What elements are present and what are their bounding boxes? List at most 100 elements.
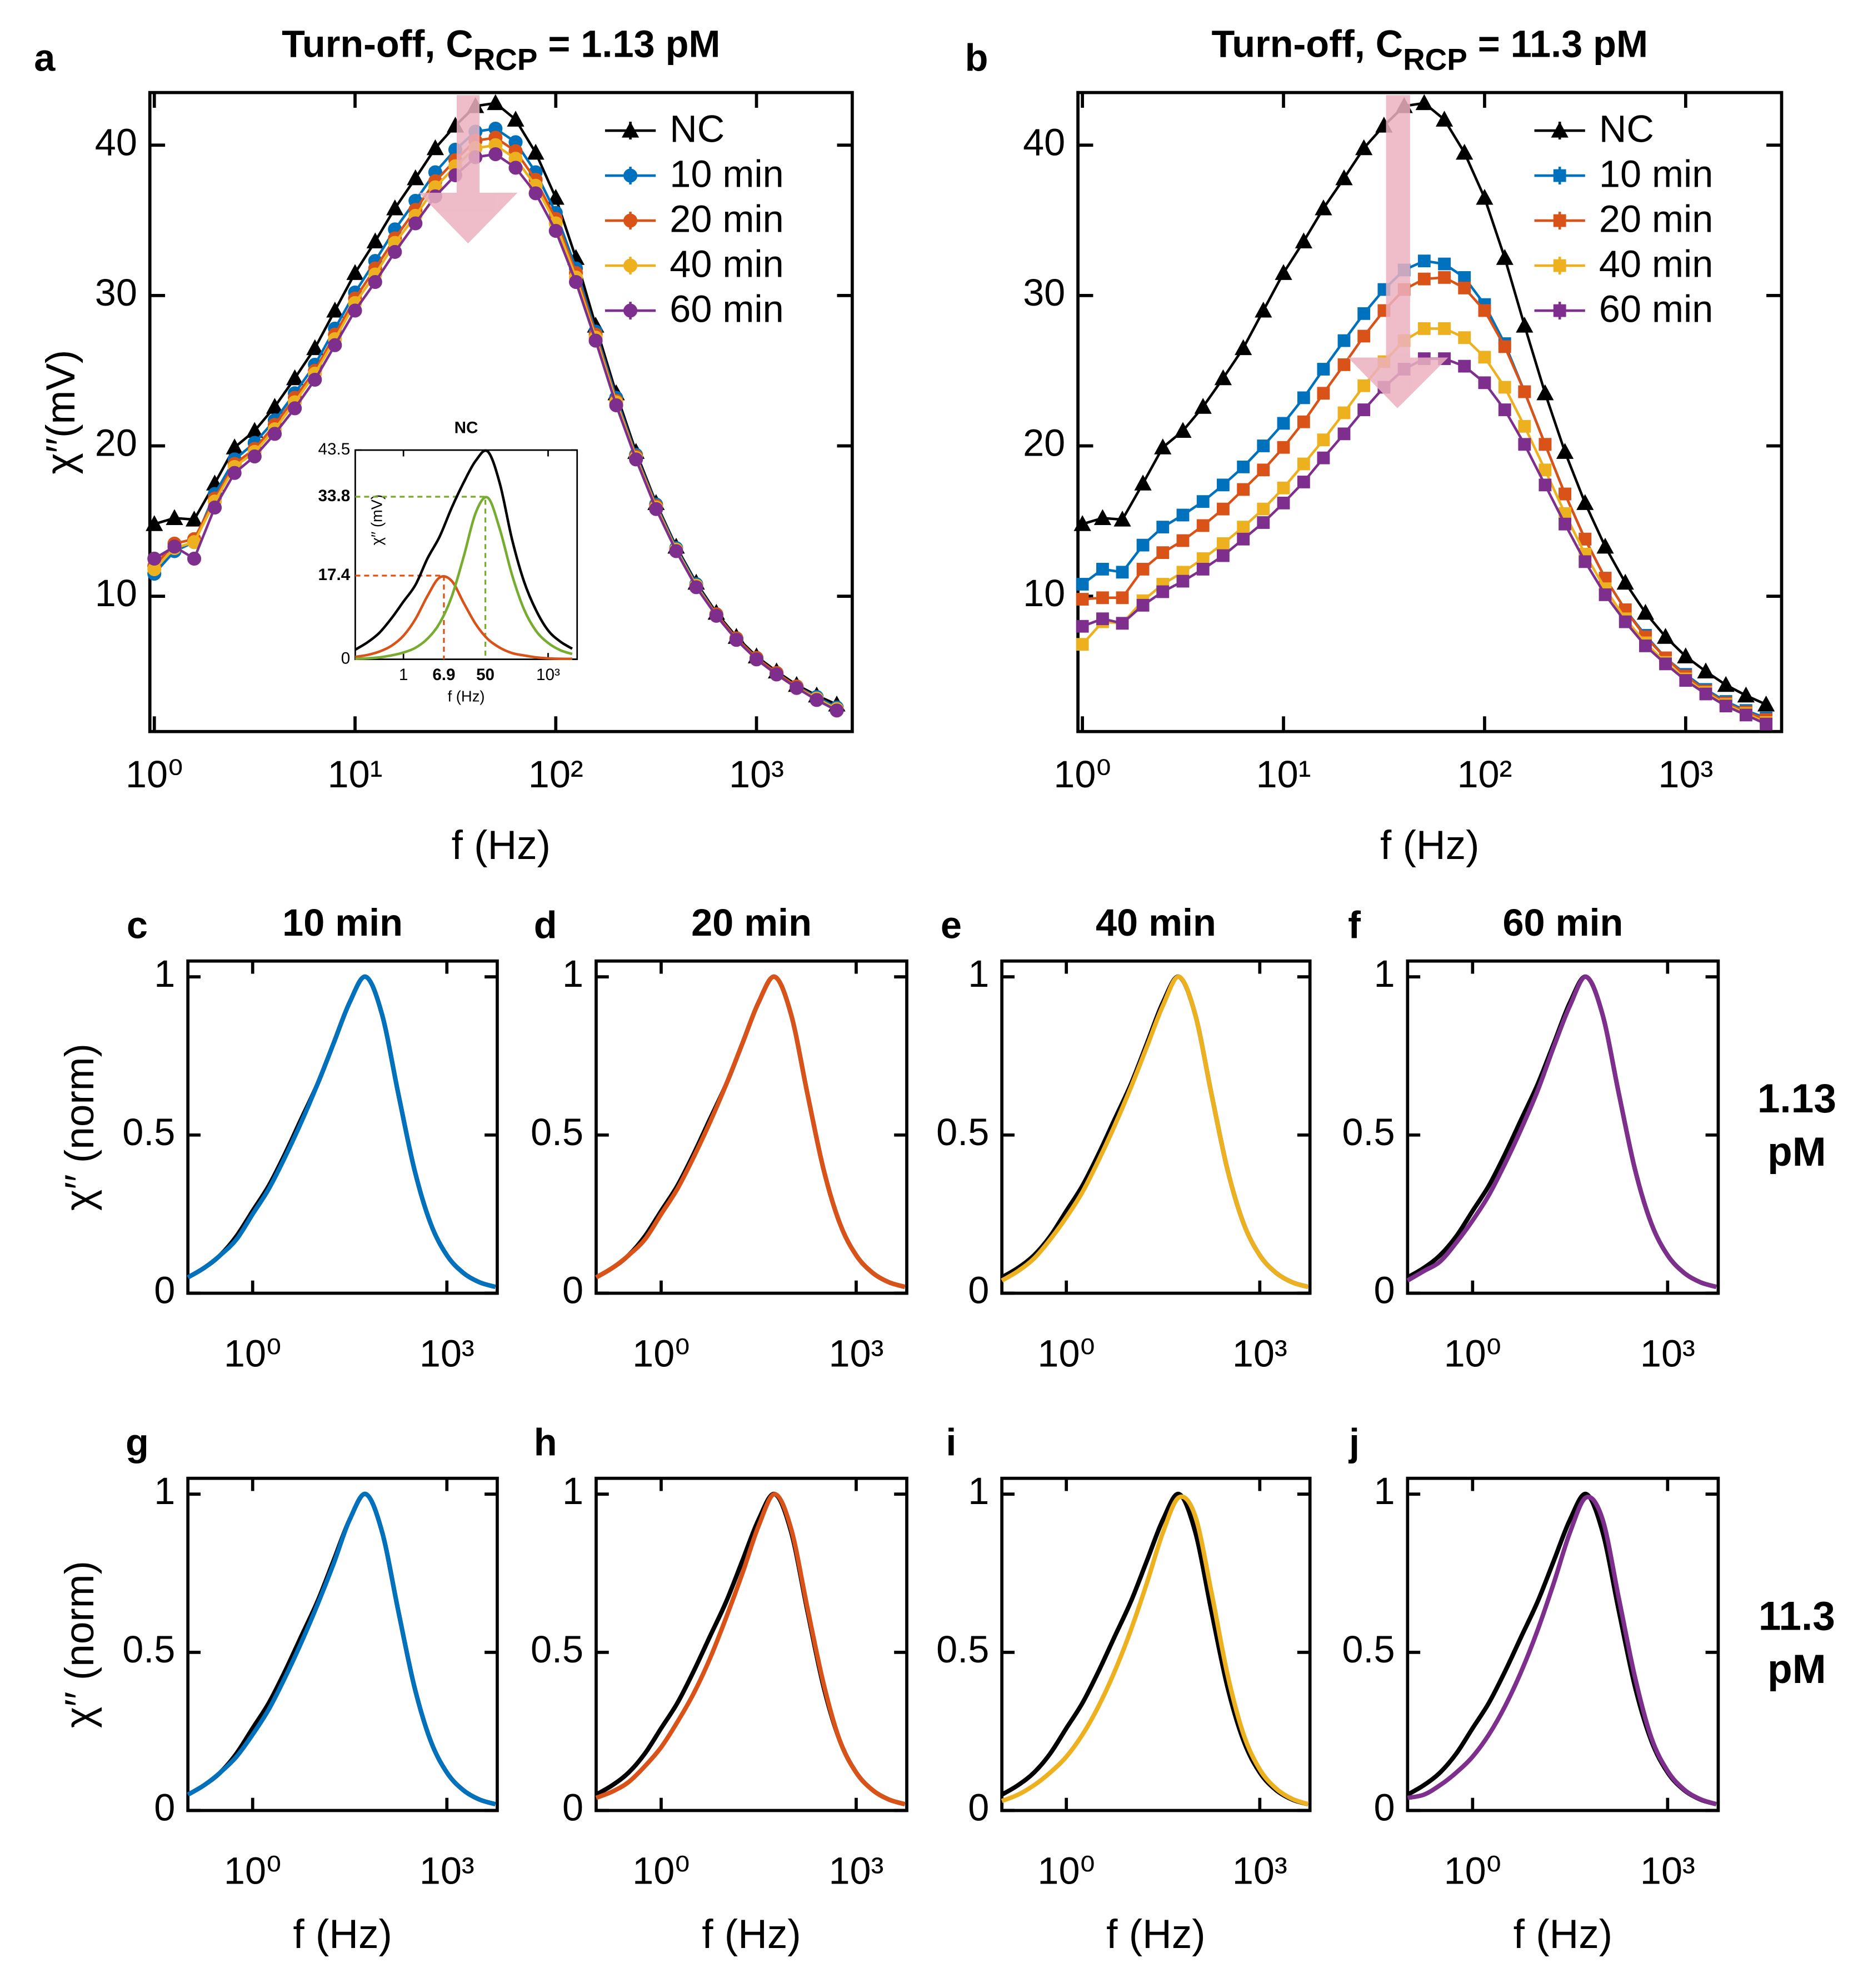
marker [1237, 532, 1250, 546]
y-tick-label: 43.5 [318, 440, 351, 458]
y-axis-label: χ′′(mV) [38, 350, 83, 474]
x-tick-label: 10¹ [328, 753, 383, 796]
x-axis-label: f (Hz) [448, 687, 485, 705]
marker [1458, 271, 1471, 284]
legend-label: 10 min [1599, 152, 1713, 195]
marker [1435, 111, 1454, 127]
marker [487, 94, 505, 111]
legend-label: 60 min [670, 287, 783, 330]
panel-label: c [127, 903, 148, 946]
panel-label: j [1348, 1421, 1360, 1463]
marker [568, 274, 583, 289]
marker [629, 452, 643, 467]
y-tick-label: 30 [1023, 271, 1065, 314]
marker [1237, 460, 1250, 473]
y-tick-label: 0 [562, 1786, 583, 1829]
y-axis-label: χ′′ (mV) [368, 494, 386, 546]
annotation-y: 33.8 [318, 487, 351, 505]
marker [1478, 376, 1491, 389]
marker [1438, 257, 1451, 271]
marker [749, 652, 764, 667]
marker [1415, 94, 1433, 111]
panel: 10⁰ 10³ 0 0.5 1f 60 min 1.13 pM [1342, 901, 1836, 1375]
marker [1237, 483, 1250, 496]
row-label: pM [1767, 1130, 1826, 1175]
chart-title: Turn-off, CRCP = 11.3 pM [1212, 23, 1648, 77]
marker [1717, 676, 1735, 692]
marker [1156, 546, 1170, 560]
marker [623, 168, 638, 183]
marker [547, 188, 565, 205]
marker [623, 258, 638, 273]
series-line [1001, 1494, 1309, 1806]
marker [669, 544, 683, 558]
panel: 10⁰ 10³ 0 0.5 1 f (Hz) χ′′ (norm) g [57, 1421, 499, 1957]
y-tick-label: 0 [968, 1786, 989, 1829]
marker [1317, 451, 1330, 464]
y-tick-label: 1 [1373, 1470, 1395, 1512]
marker [1093, 509, 1112, 525]
marker [1237, 521, 1250, 534]
x-tick-label: 10⁰ [632, 1850, 690, 1892]
marker [366, 232, 384, 249]
axes-frame [595, 1476, 908, 1812]
marker [1553, 259, 1566, 272]
x-tick-label: 10⁰ [1037, 1332, 1095, 1375]
marker [790, 681, 804, 695]
marker [1116, 617, 1129, 630]
marker [1116, 566, 1129, 579]
marker [1216, 502, 1230, 516]
marker [623, 303, 638, 318]
marker [1539, 463, 1552, 477]
y-tick-label: 0 [1373, 1269, 1395, 1312]
marker [1176, 534, 1190, 547]
y-axis-label: χ′′ (norm) [57, 1561, 102, 1728]
y-tick-label: 0 [154, 1786, 175, 1829]
y-tick-label: 1 [562, 1470, 583, 1512]
panel: 1 10³ 0 43.5 f (Hz) χ′′ (mV) NC 17.4 6.9 33.8 50 [318, 418, 578, 705]
marker [1739, 708, 1752, 722]
marker [1551, 121, 1569, 138]
y-tick-label: 0 [1373, 1786, 1395, 1829]
marker [1216, 478, 1230, 492]
marker [1257, 439, 1270, 452]
series-line [1001, 975, 1309, 1289]
marker [1297, 391, 1310, 404]
marker [1518, 385, 1531, 398]
marker [185, 511, 203, 527]
series-line [1407, 1495, 1717, 1806]
arrows [418, 95, 1449, 408]
title-text: NC [454, 418, 478, 437]
y-tick-label: 20 [95, 422, 137, 464]
panel-label: d [534, 903, 557, 946]
marker [1516, 316, 1534, 333]
marker [1136, 538, 1150, 552]
marker [1496, 249, 1514, 265]
legend-label: NC [1599, 107, 1654, 150]
marker [1076, 620, 1089, 633]
marker [187, 551, 202, 566]
x-tick-label: 10³ [536, 666, 560, 684]
marker [623, 213, 638, 228]
x-axis-label: f (Hz) [1106, 1912, 1205, 1957]
series-line [187, 975, 496, 1289]
marker [810, 693, 824, 707]
marker [266, 398, 284, 414]
marker [729, 633, 743, 647]
marker [1255, 301, 1272, 318]
marker [1116, 591, 1129, 605]
marker [1257, 516, 1270, 529]
marker [1539, 438, 1552, 451]
chart-title: 10 min [282, 901, 403, 944]
marker [1156, 521, 1170, 534]
arrow-b-shaft [1386, 95, 1410, 362]
panel: 10⁰ 10³ 0 0.5 1 χ′′ (norm) c 10 min [57, 901, 499, 1375]
panel-label: b [965, 37, 988, 79]
marker [1156, 585, 1170, 598]
marker [1518, 438, 1531, 451]
title-subscript: RCP [473, 42, 538, 77]
marker [1355, 139, 1373, 156]
marker [1196, 552, 1210, 565]
marker [1417, 272, 1431, 286]
